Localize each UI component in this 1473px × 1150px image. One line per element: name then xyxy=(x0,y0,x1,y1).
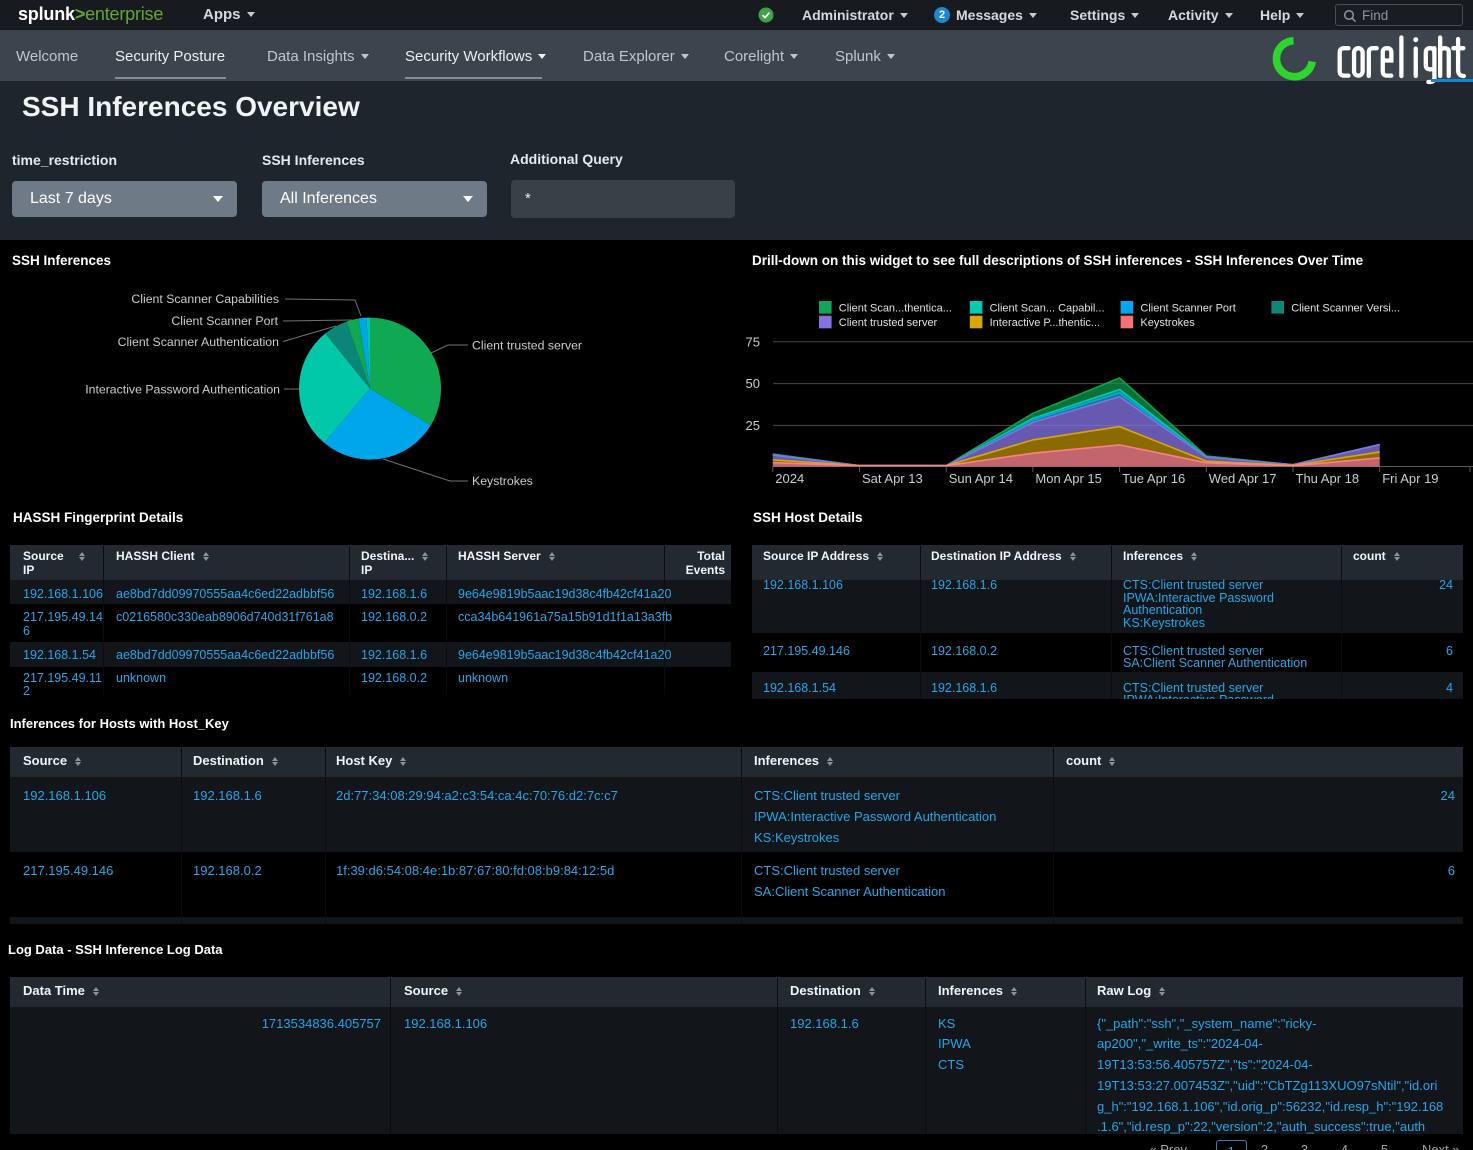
svg-text:Client Scan... Capabil...: Client Scan... Capabil... xyxy=(990,303,1105,315)
svg-text:Tue Apr 16: Tue Apr 16 xyxy=(1122,471,1185,486)
svg-text:Mon Apr 15: Mon Apr 15 xyxy=(1035,471,1102,486)
svg-text:2024: 2024 xyxy=(775,471,804,486)
svg-text:Thu Apr 18: Thu Apr 18 xyxy=(1296,471,1360,486)
svg-text:Sat Apr 13: Sat Apr 13 xyxy=(862,471,923,486)
svg-text:Wed Apr 17: Wed Apr 17 xyxy=(1209,471,1277,486)
svg-text:Client Scanner Authentication: Client Scanner Authentication xyxy=(118,335,279,349)
svg-text:Keystrokes: Keystrokes xyxy=(1140,317,1195,329)
svg-text:Fri Apr 19: Fri Apr 19 xyxy=(1382,471,1438,486)
svg-text:Client Scanner Port: Client Scanner Port xyxy=(1140,303,1235,315)
svg-text:25: 25 xyxy=(746,418,760,433)
svg-text:Client trusted server: Client trusted server xyxy=(472,339,582,353)
svg-text:Interactive P...thentic...: Interactive P...thentic... xyxy=(990,317,1100,329)
svg-text:Sun Apr 14: Sun Apr 14 xyxy=(949,471,1013,486)
svg-text:Client Scan...thentica...: Client Scan...thentica... xyxy=(839,303,952,315)
svg-text:Client trusted server: Client trusted server xyxy=(839,317,938,329)
svg-text:Interactive Password Authentic: Interactive Password Authentication xyxy=(85,383,280,397)
svg-text:75: 75 xyxy=(746,334,760,349)
svg-text:Keystrokes: Keystrokes xyxy=(472,474,533,488)
svg-text:50: 50 xyxy=(746,376,760,391)
svg-text:Client Scanner Capabilities: Client Scanner Capabilities xyxy=(131,292,279,306)
svg-text:Client Scanner Port: Client Scanner Port xyxy=(171,314,278,328)
svg-text:Client Scanner Versi...: Client Scanner Versi... xyxy=(1291,303,1400,315)
